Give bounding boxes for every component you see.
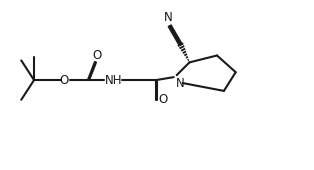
Text: O: O xyxy=(92,49,102,62)
Text: O: O xyxy=(59,74,68,87)
Text: N: N xyxy=(176,76,185,90)
Text: N: N xyxy=(164,11,172,24)
Text: O: O xyxy=(158,93,168,106)
Text: NH: NH xyxy=(105,74,122,87)
